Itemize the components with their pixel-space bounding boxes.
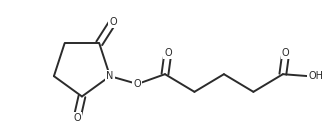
Text: OH: OH bbox=[308, 71, 323, 81]
Text: O: O bbox=[109, 17, 117, 27]
Text: N: N bbox=[106, 71, 114, 81]
Text: O: O bbox=[282, 48, 290, 58]
Text: O: O bbox=[73, 113, 81, 123]
Text: O: O bbox=[134, 79, 141, 89]
Text: O: O bbox=[164, 48, 172, 58]
